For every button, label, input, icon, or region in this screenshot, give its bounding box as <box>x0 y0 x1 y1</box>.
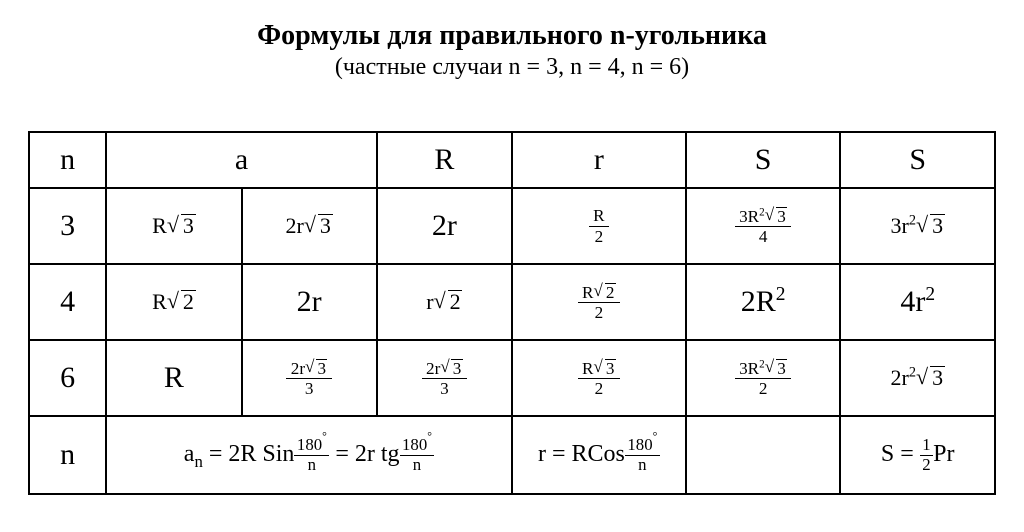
cell-S2-general: S = 12Pr <box>840 416 995 494</box>
col-S1: S <box>686 132 841 188</box>
cell-n: n <box>29 416 106 494</box>
page-subtitle: (частные случаи n = 3, n = 4, n = 6) <box>28 54 996 81</box>
cell-S1: 2R2 <box>686 264 841 340</box>
page-title: Формулы для правильного n-угольника <box>28 20 996 52</box>
cell-r-general: r = RCos180°n <box>512 416 686 494</box>
cell-n: 6 <box>29 340 106 416</box>
cell-S1-general <box>686 416 841 494</box>
cell-S1: 3R234 <box>686 188 841 264</box>
cell-a2: 2r <box>242 264 377 340</box>
cell-a-general: an = 2R Sin180°n = 2r tg180°n <box>106 416 512 494</box>
cell-n: 3 <box>29 188 106 264</box>
col-a: a <box>106 132 376 188</box>
cell-R: 2r <box>377 188 512 264</box>
cell-a2: 2r3 <box>242 188 377 264</box>
cell-a1: R2 <box>106 264 241 340</box>
col-r: r <box>512 132 686 188</box>
cell-R: 2r33 <box>377 340 512 416</box>
formula-table: n a R r S S 3 R3 2r3 2r R2 3R234 3r23 <box>28 131 996 495</box>
cell-S1: 3R232 <box>686 340 841 416</box>
table-row-general: n an = 2R Sin180°n = 2r tg180°n r = RCos… <box>29 416 995 494</box>
cell-a2: 2r33 <box>242 340 377 416</box>
col-S2: S <box>840 132 995 188</box>
cell-n: 4 <box>29 264 106 340</box>
col-n: n <box>29 132 106 188</box>
cell-r: R22 <box>512 264 686 340</box>
page: Формулы для правильного n-угольника (час… <box>0 0 1024 515</box>
table-row: 6 R 2r33 2r33 R32 3R232 2r23 <box>29 340 995 416</box>
table-row: 3 R3 2r3 2r R2 3R234 3r23 <box>29 188 995 264</box>
cell-r: R2 <box>512 188 686 264</box>
table-header-row: n a R r S S <box>29 132 995 188</box>
cell-a1: R3 <box>106 188 241 264</box>
col-R: R <box>377 132 512 188</box>
cell-R: r2 <box>377 264 512 340</box>
cell-a1: R <box>106 340 241 416</box>
table-row: 4 R2 2r r2 R22 2R2 4r2 <box>29 264 995 340</box>
cell-S2: 3r23 <box>840 188 995 264</box>
cell-S2: 2r23 <box>840 340 995 416</box>
cell-S2: 4r2 <box>840 264 995 340</box>
cell-r: R32 <box>512 340 686 416</box>
